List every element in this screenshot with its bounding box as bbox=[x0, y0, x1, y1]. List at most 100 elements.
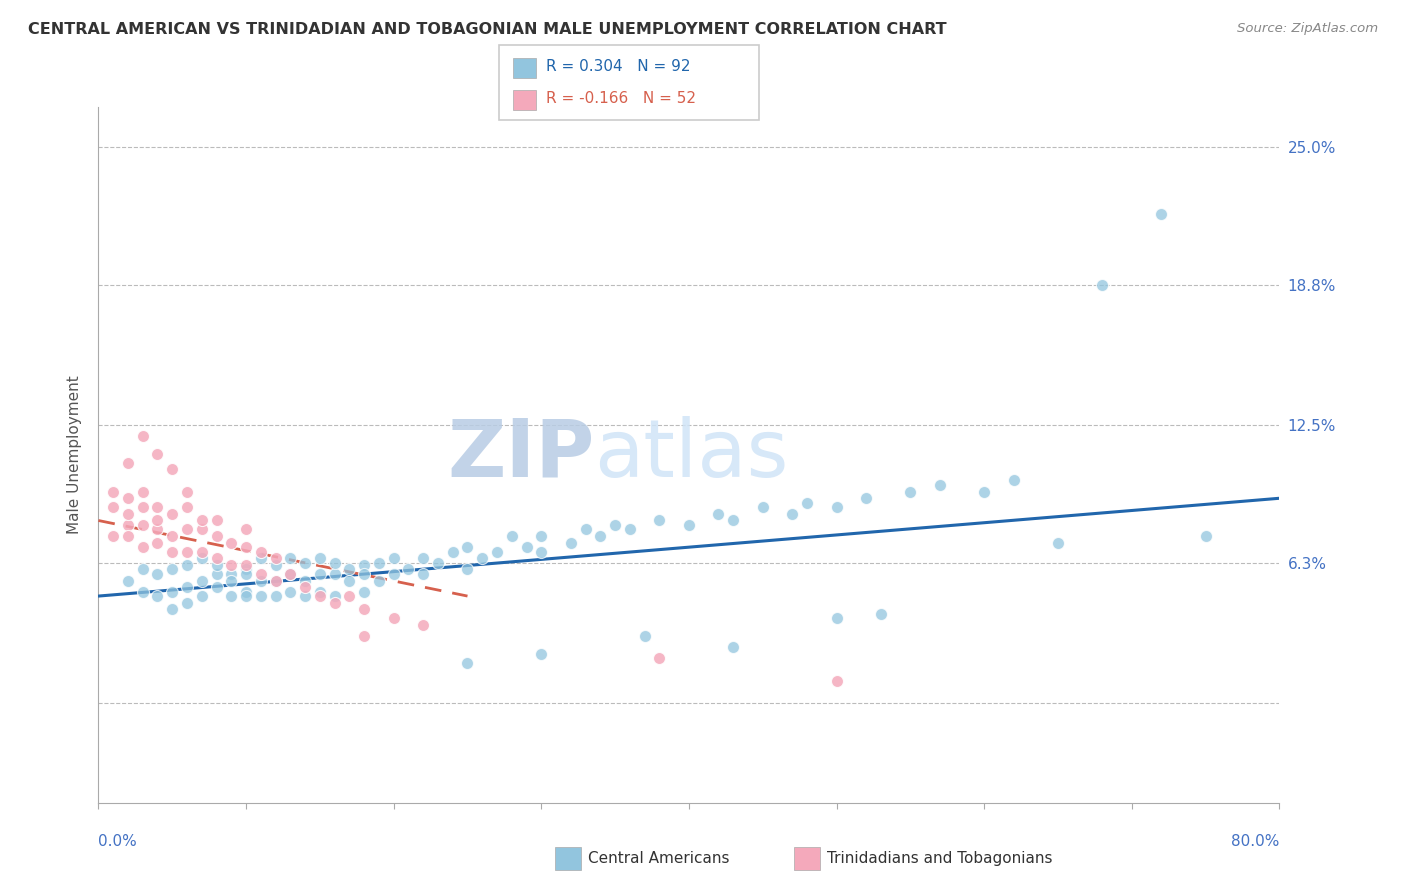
Text: atlas: atlas bbox=[595, 416, 789, 494]
Point bbox=[132, 517, 155, 532]
Point bbox=[323, 596, 346, 610]
Point bbox=[648, 514, 671, 528]
Point bbox=[235, 522, 257, 536]
Point bbox=[1002, 474, 1025, 488]
Point bbox=[162, 462, 183, 476]
Point bbox=[205, 514, 228, 528]
Point bbox=[250, 544, 273, 558]
Point bbox=[723, 514, 745, 528]
Point bbox=[294, 589, 316, 603]
Point bbox=[162, 562, 183, 576]
Point bbox=[530, 529, 553, 543]
Point bbox=[176, 596, 198, 610]
Point bbox=[117, 507, 139, 521]
Point bbox=[294, 556, 316, 570]
Point bbox=[501, 529, 523, 543]
Point bbox=[146, 522, 169, 536]
Point bbox=[219, 558, 242, 572]
Text: 80.0%: 80.0% bbox=[1232, 834, 1279, 849]
Point bbox=[1150, 207, 1173, 221]
Point bbox=[869, 607, 891, 621]
Point bbox=[412, 618, 434, 632]
Point bbox=[928, 478, 950, 492]
Point bbox=[353, 629, 375, 643]
Point bbox=[219, 574, 242, 588]
Point bbox=[117, 517, 139, 532]
Point bbox=[707, 507, 730, 521]
Point bbox=[146, 447, 169, 461]
Point bbox=[486, 544, 509, 558]
Point bbox=[205, 558, 228, 572]
Text: Trinidadians and Tobagonians: Trinidadians and Tobagonians bbox=[827, 852, 1052, 866]
Point bbox=[309, 589, 332, 603]
Point bbox=[205, 580, 228, 594]
Point bbox=[117, 491, 139, 506]
Point bbox=[191, 551, 214, 566]
Point bbox=[294, 580, 316, 594]
Point bbox=[162, 529, 183, 543]
Point bbox=[278, 566, 302, 581]
Point bbox=[264, 574, 287, 588]
Point bbox=[264, 558, 287, 572]
Point bbox=[323, 589, 346, 603]
Point bbox=[264, 574, 287, 588]
Point bbox=[132, 540, 155, 554]
Point bbox=[412, 551, 434, 566]
Point bbox=[162, 507, 183, 521]
Point bbox=[589, 529, 612, 543]
Point bbox=[751, 500, 773, 515]
Point bbox=[278, 551, 302, 566]
Point bbox=[574, 522, 596, 536]
Point bbox=[176, 580, 198, 594]
Point bbox=[146, 500, 169, 515]
Point bbox=[117, 574, 139, 588]
Point bbox=[250, 566, 273, 581]
Point bbox=[353, 602, 375, 616]
Point bbox=[278, 566, 302, 581]
Point bbox=[855, 491, 877, 506]
Point bbox=[235, 562, 257, 576]
Point bbox=[309, 584, 332, 599]
Point bbox=[515, 540, 537, 554]
Text: CENTRAL AMERICAN VS TRINIDADIAN AND TOBAGONIAN MALE UNEMPLOYMENT CORRELATION CHA: CENTRAL AMERICAN VS TRINIDADIAN AND TOBA… bbox=[28, 22, 946, 37]
Y-axis label: Male Unemployment: Male Unemployment bbox=[67, 376, 83, 534]
Point bbox=[339, 589, 360, 603]
Point bbox=[250, 551, 273, 566]
Point bbox=[353, 584, 375, 599]
Point bbox=[427, 556, 450, 570]
Text: Source: ZipAtlas.com: Source: ZipAtlas.com bbox=[1237, 22, 1378, 36]
Point bbox=[132, 429, 155, 443]
Point bbox=[825, 500, 848, 515]
Point bbox=[146, 589, 169, 603]
Point bbox=[382, 566, 405, 581]
Point bbox=[382, 611, 405, 625]
Point bbox=[176, 558, 198, 572]
Point bbox=[368, 574, 391, 588]
Text: Central Americans: Central Americans bbox=[588, 852, 730, 866]
Point bbox=[723, 640, 745, 655]
Point bbox=[176, 544, 198, 558]
Point bbox=[132, 484, 155, 499]
Point bbox=[176, 500, 198, 515]
Point bbox=[309, 566, 332, 581]
Point bbox=[205, 529, 228, 543]
Point bbox=[117, 529, 139, 543]
Point bbox=[309, 551, 332, 566]
Point bbox=[412, 566, 434, 581]
Point bbox=[441, 544, 464, 558]
Point bbox=[678, 517, 700, 532]
Point bbox=[103, 500, 125, 515]
Point bbox=[471, 551, 494, 566]
Point bbox=[219, 566, 242, 581]
Point bbox=[132, 562, 155, 576]
Point bbox=[191, 514, 214, 528]
Point bbox=[176, 522, 198, 536]
Point bbox=[633, 629, 655, 643]
Point bbox=[103, 529, 125, 543]
Point bbox=[353, 558, 375, 572]
Point bbox=[235, 584, 257, 599]
Point bbox=[782, 507, 804, 521]
Point bbox=[235, 566, 257, 581]
Point bbox=[339, 574, 360, 588]
Point bbox=[219, 535, 242, 549]
